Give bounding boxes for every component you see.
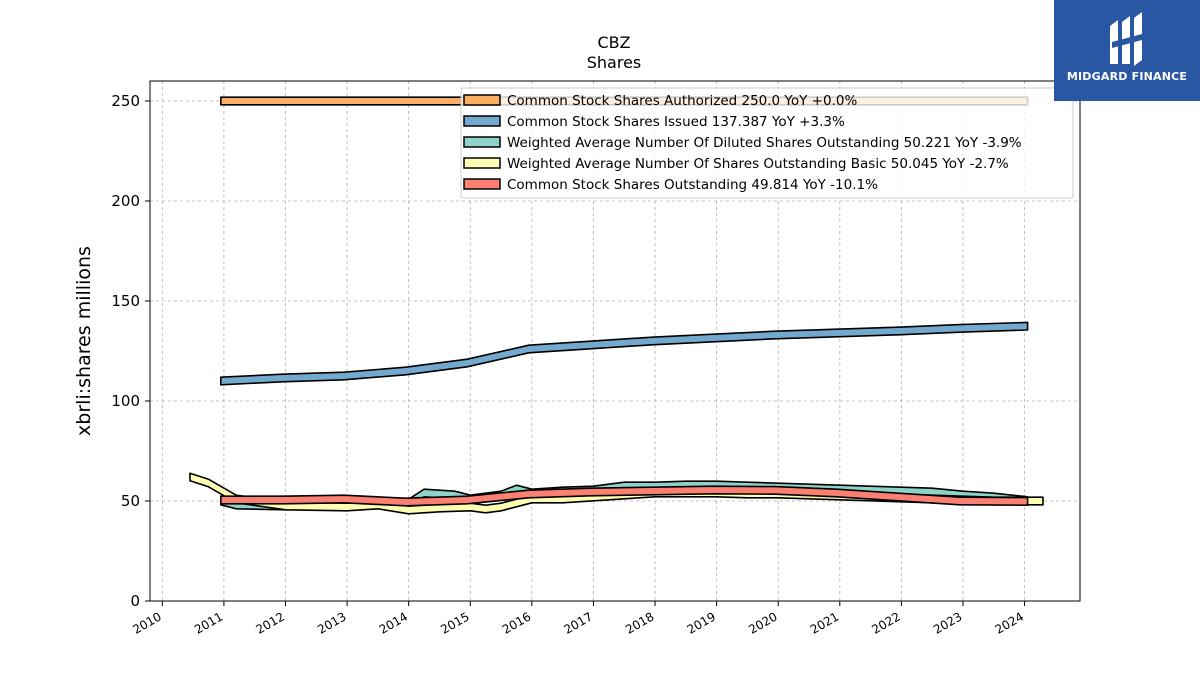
legend-swatch-4 — [463, 157, 501, 169]
logo-text: MIDGARD FINANCE — [1066, 70, 1188, 83]
x-tick-label: 2022 — [869, 609, 902, 636]
x-tick-label: 2011 — [192, 609, 225, 636]
logo-mark-icon — [1110, 12, 1142, 66]
x-tick-label: 2014 — [377, 609, 410, 636]
x-tick-label: 2012 — [254, 609, 287, 636]
x-tick-label: 2013 — [315, 609, 348, 636]
chart-title: CBZ — [597, 33, 630, 52]
legend-swatch-1 — [463, 94, 501, 106]
legend-label-4: Weighted Average Number Of Shares Outsta… — [507, 156, 1009, 172]
x-tick-label: 2024 — [993, 609, 1026, 636]
y-tick-label: 100 — [111, 392, 140, 410]
legend-swatch-5 — [463, 178, 501, 190]
x-tick-label: 2010 — [130, 609, 163, 636]
y-tick-label: 0 — [130, 592, 140, 610]
y-tick-label: 150 — [111, 292, 140, 310]
y-tick-label: 50 — [121, 492, 140, 510]
legend-label-2: Common Stock Shares Issued 137.387 YoY +… — [507, 114, 845, 130]
y-tick-label: 200 — [111, 192, 140, 210]
legend-label-3: Weighted Average Number Of Diluted Share… — [507, 135, 1022, 151]
legend-label-5: Common Stock Shares Outstanding 49.814 Y… — [507, 177, 878, 193]
x-tick-label: 2023 — [931, 609, 964, 636]
series-area — [189, 96, 1044, 515]
y-tick-label: 250 — [111, 92, 140, 110]
chart-subtitle: Shares — [587, 53, 642, 72]
x-tick-label: 2017 — [561, 609, 594, 636]
x-tick-label: 2016 — [500, 609, 533, 636]
plot-frame — [149, 80, 1081, 602]
legend-label-1: Common Stock Shares Authorized 250.0 YoY… — [507, 93, 857, 109]
x-tick-label: 2018 — [623, 609, 656, 636]
x-tick-label: 2021 — [808, 609, 841, 636]
legend-swatch-2 — [463, 115, 501, 127]
series-band-2 — [220, 321, 1029, 386]
x-tick-label: 2020 — [746, 609, 779, 636]
series-band-5 — [220, 485, 1029, 507]
legend: Common Stock Shares Authorized 250.0 YoY… — [460, 87, 1074, 199]
x-tick-label: 2015 — [438, 609, 471, 636]
x-tick-label: 2019 — [685, 609, 718, 636]
legend-swatch-3 — [463, 136, 501, 148]
legend-box — [460, 87, 1074, 199]
y-axis-label: xbrli:shares millions — [73, 246, 95, 436]
midgard-finance-logo: MIDGARD FINANCE — [1054, 0, 1200, 101]
